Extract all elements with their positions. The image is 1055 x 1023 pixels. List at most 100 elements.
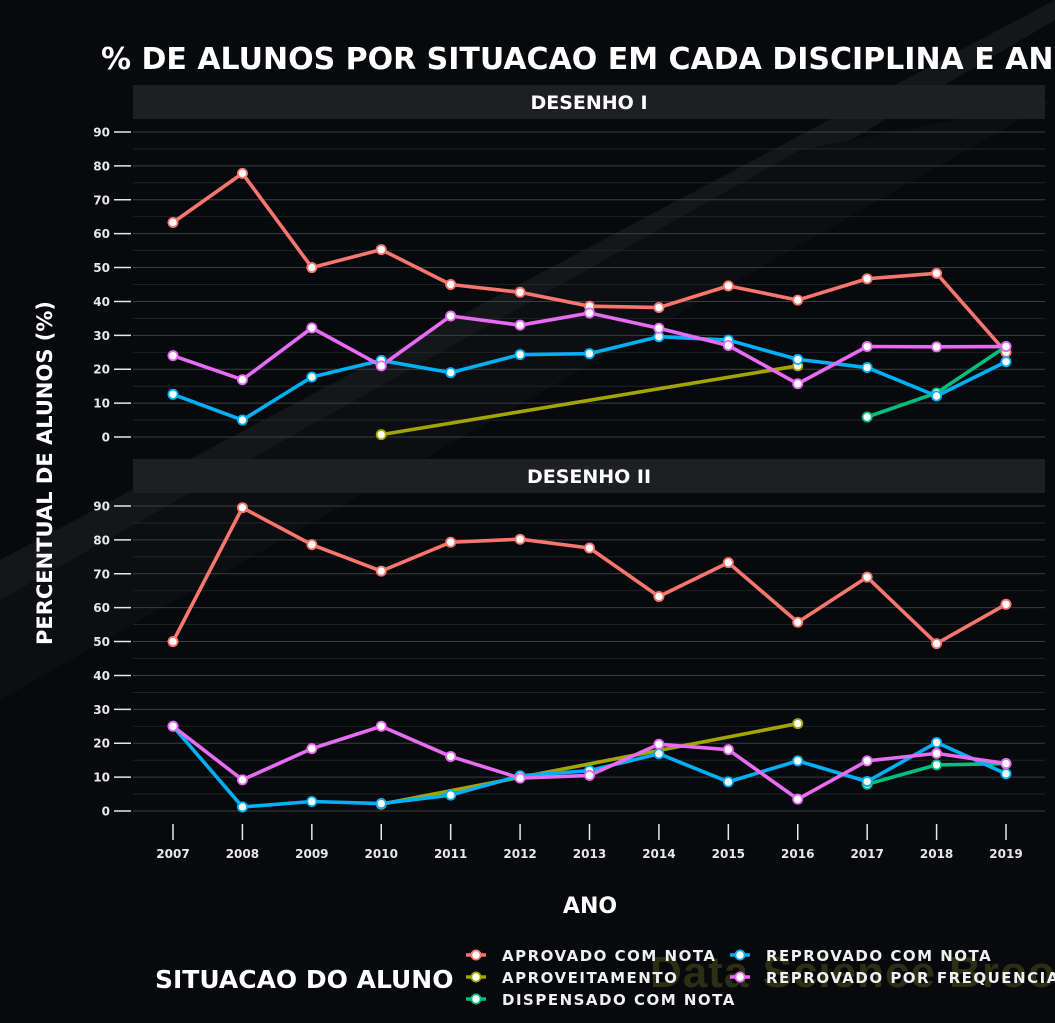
data-point (722, 776, 734, 788)
x-tick-label: 2019 (989, 847, 1022, 861)
data-point (931, 737, 943, 749)
data-point (306, 539, 318, 551)
data-point (167, 636, 179, 648)
data-point (514, 533, 526, 545)
data-point (1000, 341, 1012, 353)
data-point (306, 743, 318, 755)
panel-strip-label: DESENHO II (527, 466, 651, 488)
data-point (792, 616, 804, 628)
x-axis-title: ANO (563, 894, 617, 919)
data-point (445, 750, 457, 762)
data-point (375, 360, 387, 372)
data-point (445, 278, 457, 290)
data-point (236, 167, 248, 179)
y-tick-label: 0 (102, 431, 110, 445)
data-point (722, 339, 734, 351)
y-tick-label: 80 (93, 159, 110, 173)
data-point (306, 796, 318, 808)
data-point (861, 411, 873, 423)
legend-swatch-point (470, 971, 482, 983)
data-point (514, 319, 526, 331)
data-point (445, 789, 457, 801)
data-point (1000, 356, 1012, 368)
x-tick-label: 2017 (850, 847, 883, 861)
data-point (653, 302, 665, 314)
series-line (380, 721, 799, 806)
data-point (167, 350, 179, 362)
y-tick-label: 20 (93, 363, 110, 377)
data-point (722, 557, 734, 569)
data-point (861, 341, 873, 353)
data-point (861, 571, 873, 583)
legend-swatch-point (734, 971, 746, 983)
data-point (792, 755, 804, 767)
y-tick-label: 0 (102, 805, 110, 819)
series-line (380, 364, 799, 437)
data-point (792, 294, 804, 306)
y-tick-label: 30 (93, 329, 110, 343)
data-point (792, 718, 804, 730)
legend-label: APROVEITAMENTO (502, 969, 678, 987)
data-point (792, 378, 804, 390)
data-point (653, 590, 665, 602)
data-point (306, 262, 318, 274)
data-point (861, 755, 873, 767)
data-point (931, 747, 943, 759)
data-point (861, 273, 873, 285)
x-tick-label: 2012 (503, 847, 536, 861)
data-point (236, 502, 248, 514)
legend-label: REPROVADO POR FREQUENCIA (766, 969, 1055, 987)
y-tick-label: 40 (93, 669, 110, 683)
data-point (584, 542, 596, 554)
data-point (1000, 758, 1012, 770)
x-tick-label: 2010 (365, 847, 398, 861)
data-point (722, 744, 734, 756)
x-tick-label: 2018 (920, 847, 953, 861)
data-point (861, 362, 873, 374)
data-point (375, 244, 387, 256)
data-point (445, 310, 457, 322)
data-point (306, 322, 318, 334)
data-point (375, 565, 387, 577)
legend-title: SITUACAO DO ALUNO (155, 965, 453, 994)
data-point (445, 367, 457, 379)
x-tick-label: 2014 (642, 847, 675, 861)
data-point (236, 374, 248, 386)
panel-strip (133, 459, 1045, 493)
x-tick-label: 2009 (295, 847, 328, 861)
data-point (931, 638, 943, 650)
legend-swatch-point (734, 949, 746, 961)
chart-title: % DE ALUNOS POR SITUACAO EM CADA DISCIPL… (101, 42, 1055, 77)
y-tick-label: 50 (93, 261, 110, 275)
data-point (653, 322, 665, 334)
data-point (1000, 598, 1012, 610)
x-tick-label: 2016 (781, 847, 814, 861)
x-tick-label: 2013 (573, 847, 606, 861)
y-tick-label: 20 (93, 737, 110, 751)
data-point (514, 772, 526, 784)
data-point (514, 286, 526, 298)
y-tick-label: 70 (93, 567, 110, 581)
panel-strip-label: DESENHO I (530, 92, 647, 114)
y-tick-label: 70 (93, 193, 110, 207)
data-point (167, 388, 179, 400)
legend-label: APROVADO COM NOTA (502, 947, 717, 965)
watermark: Data Science Broon (650, 948, 1055, 997)
data-point (514, 349, 526, 361)
data-point (653, 738, 665, 750)
y-tick-label: 60 (93, 227, 110, 241)
data-point (584, 307, 596, 319)
legend-swatch-point (470, 949, 482, 961)
data-point (1000, 768, 1012, 780)
y-tick-label: 50 (93, 635, 110, 649)
x-tick-label: 2007 (156, 847, 189, 861)
data-point (167, 720, 179, 732)
y-tick-label: 10 (93, 771, 110, 785)
data-point (167, 216, 179, 228)
data-point (306, 371, 318, 383)
x-tick-label: 2011 (434, 847, 467, 861)
data-point (722, 280, 734, 292)
legend-label: REPROVADO COM NOTA (766, 947, 992, 965)
x-tick-label: 2015 (712, 847, 745, 861)
